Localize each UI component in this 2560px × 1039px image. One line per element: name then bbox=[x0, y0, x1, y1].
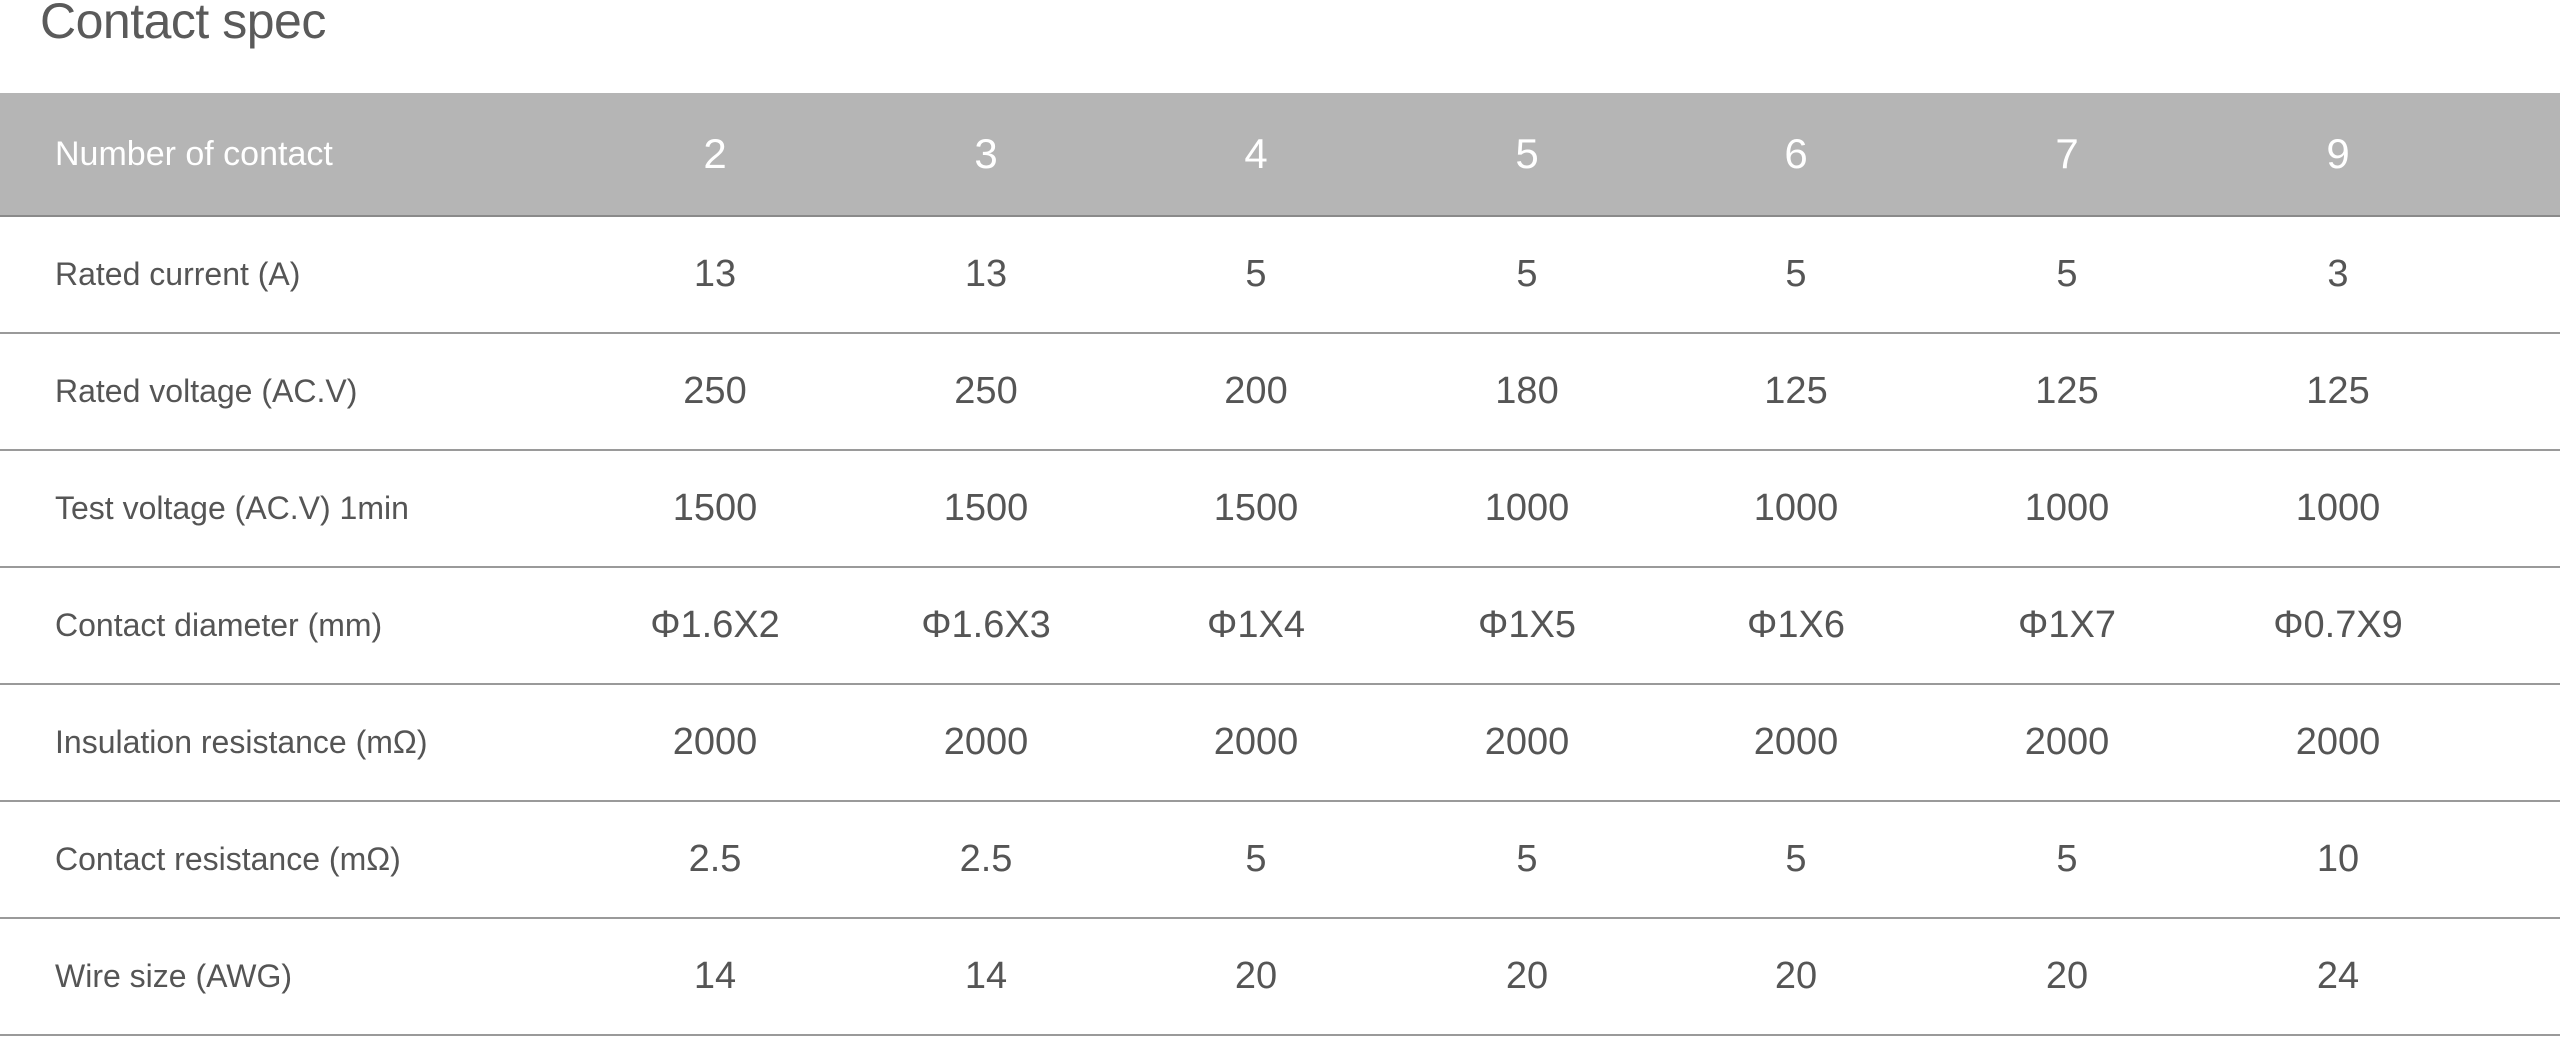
table-cell: Φ1.6X3 bbox=[921, 604, 1051, 646]
row-label: Test voltage (AC.V) 1min bbox=[55, 490, 409, 526]
table-cell: 1000 bbox=[1484, 487, 1570, 529]
table-cell: 20 bbox=[1234, 955, 1278, 997]
table-cell: 2000 bbox=[1213, 721, 1299, 763]
table-cell: 3 bbox=[2327, 253, 2349, 295]
header-cell: 7 bbox=[2055, 130, 2079, 177]
table-cell: 2000 bbox=[1753, 721, 1839, 763]
header-cell: 9 bbox=[2326, 130, 2350, 177]
table-row: Rated voltage (AC.V) 250 250 200 180 125 125 12… bbox=[0, 334, 2560, 451]
table-cell: 2000 bbox=[943, 721, 1029, 763]
table-cell: 5 bbox=[2056, 838, 2078, 880]
contact-spec-table: Number of contact 2 3 4 5 6 7 9 Rated cu… bbox=[0, 93, 2560, 1036]
row-label: Rated current (A) bbox=[55, 256, 301, 292]
table-row: Contact diameter (mm) Φ1.6X2 Φ1.6X3 Φ1X4 Φ1X… bbox=[0, 568, 2560, 685]
table-cell: 1500 bbox=[1213, 487, 1299, 529]
table-row: Rated current (A) 13 13 5 5 5 5 3 bbox=[0, 217, 2560, 334]
row-label: Contact resistance (mΩ) bbox=[55, 841, 401, 877]
table-cell: 200 bbox=[1224, 370, 1288, 412]
table-cell: 1000 bbox=[2024, 487, 2110, 529]
table-cell: 2000 bbox=[672, 721, 758, 763]
table-cell: 20 bbox=[2045, 955, 2089, 997]
table-cell: 2000 bbox=[2295, 721, 2381, 763]
table-cell: 20 bbox=[1774, 955, 1818, 997]
table-cell: 2000 bbox=[1484, 721, 1570, 763]
header-cell: 2 bbox=[703, 130, 727, 177]
table-cell: 250 bbox=[954, 370, 1018, 412]
table-cell: Φ0.7X9 bbox=[2273, 604, 2403, 646]
row-label: Contact diameter (mm) bbox=[55, 607, 383, 643]
row-label: Rated voltage (AC.V) bbox=[55, 373, 358, 409]
table-cell: 10 bbox=[2316, 838, 2360, 880]
table-cell: 180 bbox=[1495, 370, 1559, 412]
table-cell: 125 bbox=[2035, 370, 2099, 412]
table-header-row: Number of contact 2 3 4 5 6 7 9 bbox=[0, 93, 2560, 217]
table-cell: 1500 bbox=[943, 487, 1029, 529]
table-cell: 1000 bbox=[2295, 487, 2381, 529]
header-cell: 5 bbox=[1515, 130, 1539, 177]
table-row: Wire size (AWG) 14 14 20 20 20 20 24 bbox=[0, 919, 2560, 1036]
table-cell: 5 bbox=[1785, 253, 1807, 295]
table-cell: 5 bbox=[1245, 838, 1267, 880]
row-label: Wire size (AWG) bbox=[55, 958, 293, 994]
row-label: Insulation resistance (mΩ) bbox=[55, 724, 428, 760]
table-cell: 24 bbox=[2316, 955, 2360, 997]
table-cell: 5 bbox=[1516, 838, 1538, 880]
table-cell: Φ1X7 bbox=[2018, 604, 2116, 646]
table-cell: 5 bbox=[1785, 838, 1807, 880]
table-cell: 20 bbox=[1505, 955, 1549, 997]
table-cell: 125 bbox=[2306, 370, 2370, 412]
table-cell: 1500 bbox=[672, 487, 758, 529]
table-cell: 2.5 bbox=[688, 838, 742, 880]
page-title: Contact spec bbox=[40, 0, 326, 49]
table-cell: Φ1X4 bbox=[1207, 604, 1305, 646]
table-row: Insulation resistance (mΩ) 2000 2000 2000 20… bbox=[0, 685, 2560, 802]
table-cell: Φ1.6X2 bbox=[650, 604, 780, 646]
table-cell: Φ1X5 bbox=[1478, 604, 1576, 646]
header-label: Number of contact bbox=[55, 134, 333, 173]
table-cell: 250 bbox=[683, 370, 747, 412]
table-cell: 14 bbox=[693, 955, 737, 997]
table-cell: 13 bbox=[964, 253, 1008, 295]
table-cell: 5 bbox=[1245, 253, 1267, 295]
table-cell: 125 bbox=[1764, 370, 1828, 412]
table-cell: 5 bbox=[2056, 253, 2078, 295]
table-row: Test voltage (AC.V) 1min 1500 1500 1500 1000… bbox=[0, 451, 2560, 568]
table-cell: Φ1X6 bbox=[1747, 604, 1845, 646]
header-cell: 4 bbox=[1244, 130, 1268, 177]
table-cell: 14 bbox=[964, 955, 1008, 997]
header-cell: 3 bbox=[974, 130, 998, 177]
table-cell: 2000 bbox=[2024, 721, 2110, 763]
table-row: Contact resistance (mΩ) 2.5 2.5 5 5 5 5 10 bbox=[0, 802, 2560, 919]
header-cell: 6 bbox=[1784, 130, 1808, 177]
table-cell: 2.5 bbox=[959, 838, 1013, 880]
table-cell: 1000 bbox=[1753, 487, 1839, 529]
table-cell: 13 bbox=[693, 253, 737, 295]
table-cell: 5 bbox=[1516, 253, 1538, 295]
